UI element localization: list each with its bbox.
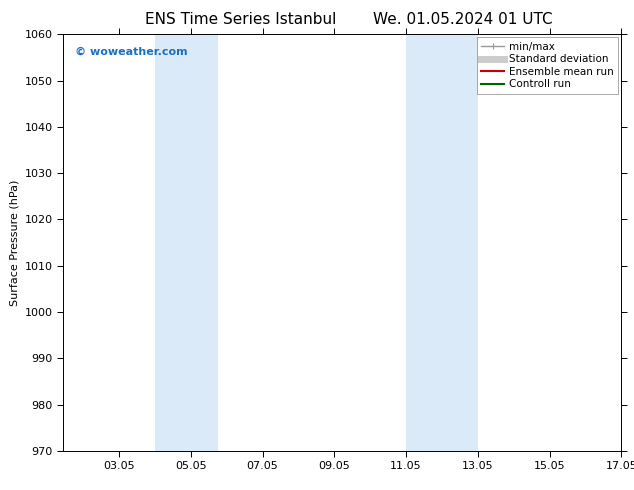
Bar <box>406 34 478 451</box>
Text: We. 01.05.2024 01 UTC: We. 01.05.2024 01 UTC <box>373 12 553 27</box>
Y-axis label: Surface Pressure (hPa): Surface Pressure (hPa) <box>10 179 19 306</box>
Text: © woweather.com: © woweather.com <box>75 47 187 57</box>
Bar <box>155 34 217 451</box>
Legend: min/max, Standard deviation, Ensemble mean run, Controll run: min/max, Standard deviation, Ensemble me… <box>477 37 618 94</box>
Text: ENS Time Series Istanbul: ENS Time Series Istanbul <box>145 12 337 27</box>
